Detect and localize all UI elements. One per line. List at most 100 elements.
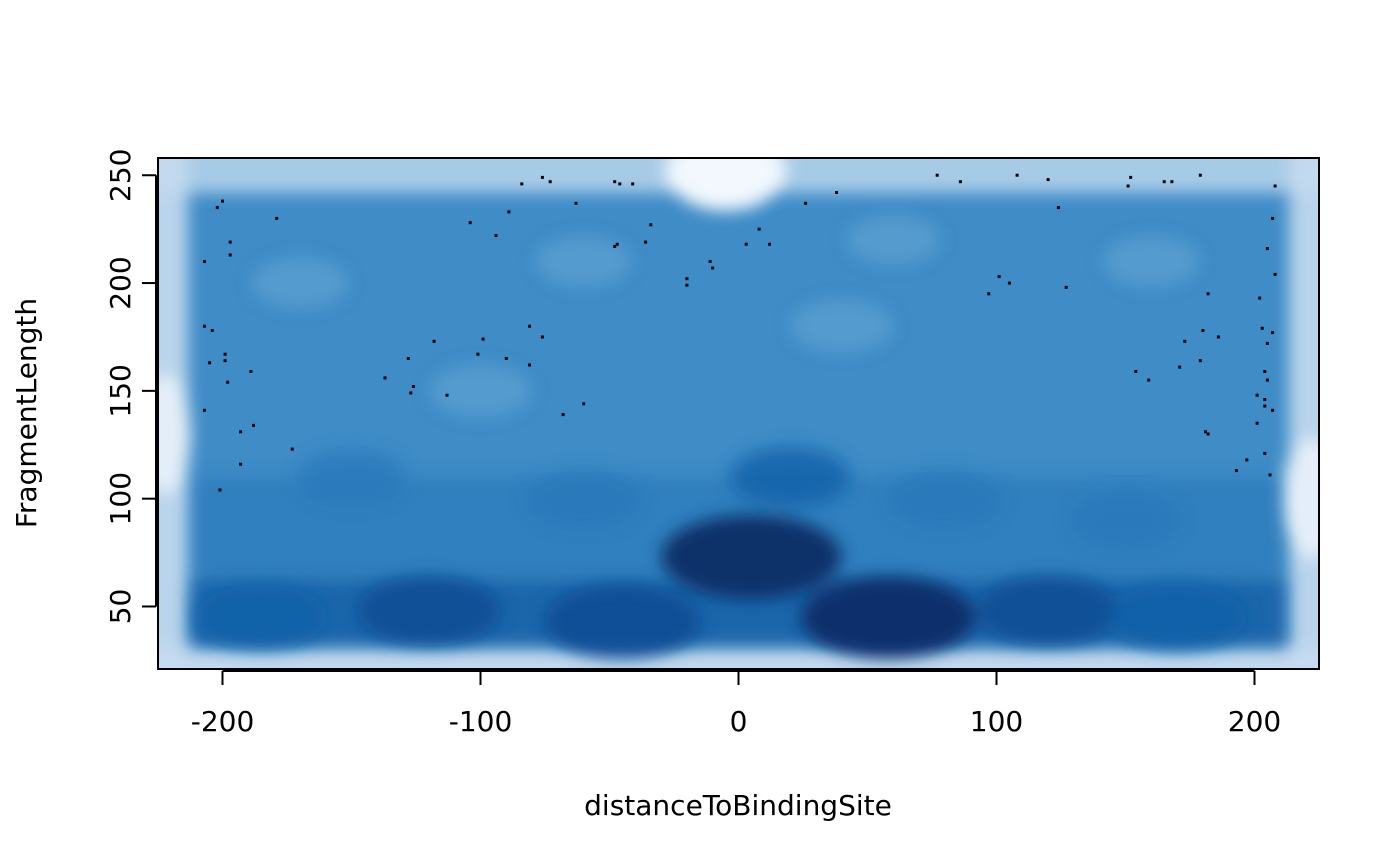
data-point xyxy=(409,391,413,395)
data-point xyxy=(1126,184,1130,188)
data-point xyxy=(432,339,436,343)
data-point xyxy=(1255,421,1259,425)
density-layer xyxy=(158,158,1319,669)
density-peak xyxy=(790,299,893,353)
density-peak xyxy=(976,575,1121,646)
data-point xyxy=(1201,329,1205,332)
density-light-spot xyxy=(665,158,786,211)
data-point xyxy=(290,447,294,451)
x-axis-title: distanceToBindingSite xyxy=(584,789,892,822)
data-point xyxy=(468,221,472,225)
y-tick-label: 250 xyxy=(104,149,137,202)
data-point xyxy=(1271,331,1275,335)
density-peak xyxy=(1071,492,1180,548)
data-point xyxy=(804,201,808,205)
density-peak xyxy=(195,584,328,650)
data-point xyxy=(411,385,415,388)
density-light-spot xyxy=(158,374,191,494)
density-peak xyxy=(1108,583,1247,651)
data-point xyxy=(218,488,222,492)
points-layer xyxy=(202,173,1277,492)
data-point xyxy=(228,240,232,244)
data-point xyxy=(548,180,552,184)
density-peaks xyxy=(195,215,1247,659)
data-point xyxy=(228,253,232,257)
data-point xyxy=(1170,180,1174,184)
data-point xyxy=(574,201,578,205)
density-edge-right xyxy=(1289,158,1319,669)
data-point xyxy=(239,430,243,434)
data-point xyxy=(494,234,498,238)
data-point xyxy=(708,260,712,263)
density-peak xyxy=(356,575,501,646)
data-point xyxy=(1273,184,1277,188)
y-tick-label: 150 xyxy=(104,364,137,417)
data-point xyxy=(226,380,230,384)
data-point xyxy=(528,363,531,367)
data-point xyxy=(1258,296,1262,300)
data-point xyxy=(613,180,617,184)
data-point xyxy=(208,361,212,365)
data-point xyxy=(481,337,485,341)
plot-frame xyxy=(157,157,1320,670)
data-point xyxy=(1178,365,1182,369)
data-point xyxy=(1206,292,1210,296)
data-point xyxy=(239,462,243,466)
data-point xyxy=(685,283,689,287)
data-point xyxy=(987,292,991,296)
data-point xyxy=(383,376,387,380)
data-point xyxy=(1129,175,1133,179)
density-peak xyxy=(846,215,941,265)
data-point xyxy=(835,191,838,194)
data-point xyxy=(1271,408,1275,412)
data-point xyxy=(540,335,544,339)
density-edge-bottom xyxy=(158,647,1319,669)
data-point xyxy=(223,359,227,363)
data-point xyxy=(1234,469,1238,473)
x-tick-label: 200 xyxy=(1228,705,1281,738)
data-point xyxy=(445,393,449,397)
data-point xyxy=(1204,430,1207,434)
data-point xyxy=(406,357,410,360)
y-tick-label: 100 xyxy=(104,472,137,525)
data-point xyxy=(1260,326,1264,330)
data-point xyxy=(1046,178,1050,182)
data-point xyxy=(711,266,715,270)
data-point xyxy=(615,242,619,246)
data-point xyxy=(1265,378,1269,382)
data-point xyxy=(935,173,939,177)
density-peak xyxy=(297,449,406,505)
data-point xyxy=(618,182,622,186)
data-point xyxy=(215,206,219,210)
data-point xyxy=(1265,341,1269,345)
data-point xyxy=(757,227,761,231)
y-tick-label: 200 xyxy=(104,256,137,309)
density-peak xyxy=(526,469,641,528)
data-point xyxy=(1007,281,1011,285)
y-axis-title: FragmentLength xyxy=(10,298,43,528)
x-tick-label: 0 xyxy=(730,705,748,738)
data-point xyxy=(958,180,962,184)
data-point xyxy=(520,182,524,186)
data-point xyxy=(582,402,586,406)
y-tick-label: 50 xyxy=(104,589,137,625)
data-point xyxy=(1183,339,1187,343)
data-point xyxy=(249,370,253,373)
data-point xyxy=(504,357,508,360)
data-point xyxy=(275,216,279,220)
data-point xyxy=(744,242,748,246)
density-peak xyxy=(730,447,851,508)
density-peak xyxy=(1103,236,1200,287)
density-peak xyxy=(661,514,842,599)
data-point xyxy=(1216,335,1220,339)
data-point xyxy=(210,329,214,332)
data-point xyxy=(1263,451,1267,455)
data-point xyxy=(1198,359,1202,363)
data-point xyxy=(528,324,531,328)
density-peak xyxy=(535,236,632,287)
data-point xyxy=(613,244,617,248)
density-light-spot xyxy=(1281,438,1319,559)
x-tick-label: 100 xyxy=(970,705,1023,738)
